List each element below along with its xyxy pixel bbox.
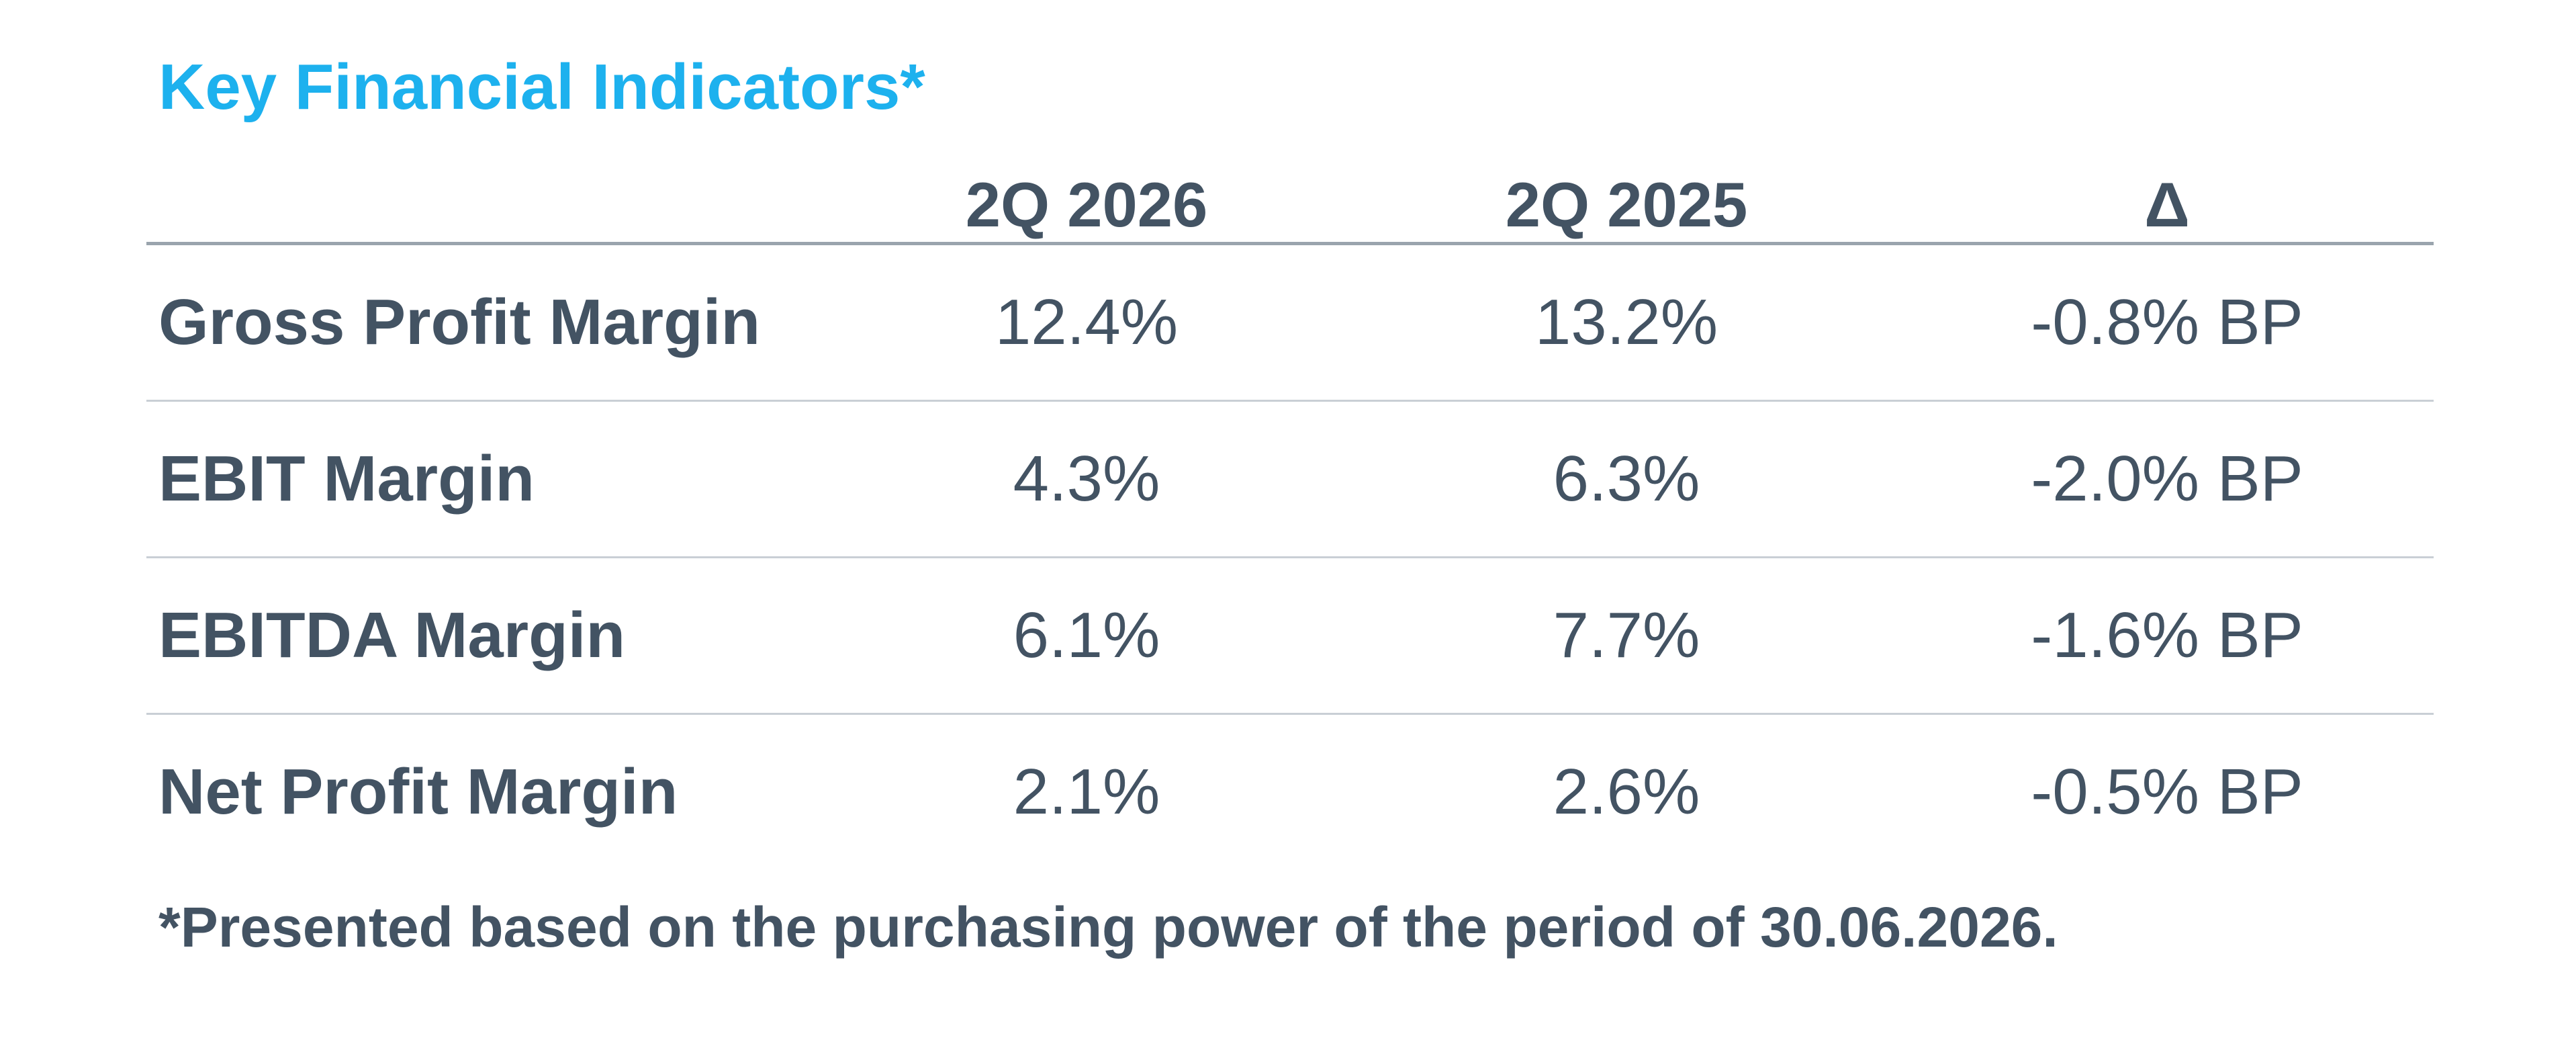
page-title: Key Financial Indicators* bbox=[158, 51, 925, 123]
value-delta: -2.0% BP bbox=[2031, 443, 2303, 515]
row-label: Net Profit Margin bbox=[158, 756, 678, 828]
value-delta: -1.6% BP bbox=[2031, 599, 2303, 671]
value-2q-2026: 4.3% bbox=[1013, 443, 1160, 515]
column-header-2q-2025: 2Q 2025 bbox=[1505, 169, 1748, 241]
value-2q-2026: 2.1% bbox=[1013, 756, 1160, 828]
footnote: *Presented based on the purchasing power… bbox=[158, 896, 2058, 959]
value-2q-2025: 13.2% bbox=[1534, 286, 1718, 358]
financial-indicators-table: 2Q 2026 2Q 2025 Δ Gross Profit Margin 12… bbox=[146, 155, 2434, 869]
table-row-ebitda-margin: EBITDA Margin 6.1% 7.7% -1.6% BP bbox=[146, 558, 2434, 715]
value-delta: -0.8% BP bbox=[2031, 286, 2303, 358]
value-2q-2026: 6.1% bbox=[1013, 599, 1160, 671]
table-row-ebit-margin: EBIT Margin 4.3% 6.3% -2.0% BP bbox=[146, 402, 2434, 558]
row-label: EBIT Margin bbox=[158, 443, 535, 515]
table-row-net-profit-margin: Net Profit Margin 2.1% 2.6% -0.5% BP bbox=[146, 715, 2434, 869]
row-label: Gross Profit Margin bbox=[158, 286, 761, 358]
table-header-row: 2Q 2026 2Q 2025 Δ bbox=[146, 155, 2434, 245]
column-header-delta: Δ bbox=[2144, 169, 2190, 241]
column-header-2q-2026: 2Q 2026 bbox=[965, 169, 1208, 241]
value-2q-2025: 7.7% bbox=[1553, 599, 1700, 671]
table-row-gross-profit-margin: Gross Profit Margin 12.4% 13.2% -0.8% BP bbox=[146, 245, 2434, 402]
value-delta: -0.5% BP bbox=[2031, 756, 2303, 828]
value-2q-2025: 6.3% bbox=[1553, 443, 1700, 515]
row-label: EBITDA Margin bbox=[158, 599, 626, 671]
value-2q-2026: 12.4% bbox=[995, 286, 1179, 358]
value-2q-2025: 2.6% bbox=[1553, 756, 1700, 828]
